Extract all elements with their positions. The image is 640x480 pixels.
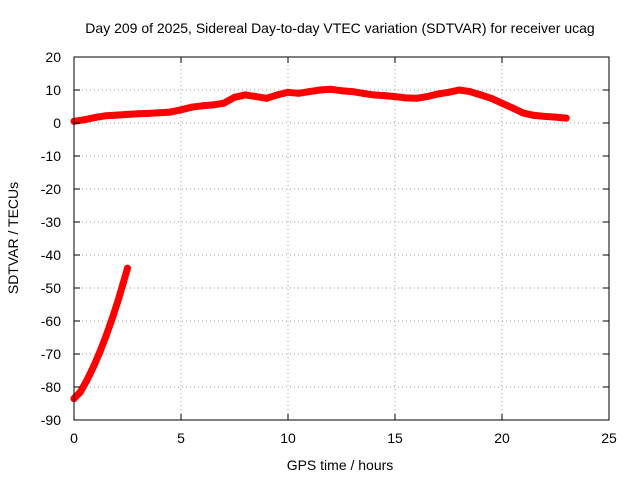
data-point	[89, 363, 97, 371]
y-tick-label: -10	[41, 148, 61, 164]
data-point	[76, 388, 84, 396]
data-point	[177, 106, 185, 114]
data-point	[96, 348, 104, 356]
data-point	[380, 92, 388, 100]
series-line-early-trace	[70, 264, 131, 403]
data-point	[241, 91, 249, 99]
data-point	[487, 94, 495, 102]
data-point	[102, 112, 110, 120]
x-axis-label: GPS time / hours	[287, 457, 394, 473]
grid	[74, 57, 609, 420]
data-point	[327, 85, 335, 93]
data-point	[231, 93, 238, 101]
data-point	[434, 90, 442, 98]
data-point	[119, 279, 127, 287]
plot-border	[73, 56, 610, 421]
data-point	[102, 332, 110, 340]
y-tick-label: -20	[41, 181, 61, 197]
data-point	[113, 111, 121, 119]
data-point	[81, 116, 89, 124]
data-point	[188, 103, 196, 111]
data-point	[541, 112, 549, 120]
data-point	[145, 109, 153, 117]
data-point	[273, 91, 281, 99]
data-point	[402, 94, 410, 102]
data-point	[509, 104, 517, 112]
data-point	[530, 111, 538, 119]
y-axis-label: SDTVAR / TECUs	[5, 182, 21, 294]
x-tick-label: 10	[280, 430, 296, 446]
data-point	[519, 109, 527, 117]
x-tick-label: 15	[387, 430, 403, 446]
data-point	[198, 102, 206, 110]
data-point	[166, 108, 174, 116]
data-point	[412, 94, 420, 102]
data-point	[445, 88, 452, 96]
data-point	[134, 110, 142, 118]
data-point	[359, 89, 367, 97]
data-point	[348, 88, 356, 96]
data-point	[498, 99, 506, 107]
y-tick-label: -60	[41, 313, 61, 329]
data-point	[124, 264, 131, 272]
data-point	[220, 99, 228, 107]
y-tick-label: 0	[53, 115, 61, 131]
data-point	[263, 94, 271, 102]
y-tick-label: -70	[41, 346, 61, 362]
x-tick-label: 25	[601, 430, 617, 446]
y-tick-label: -80	[41, 379, 61, 395]
data-point	[284, 88, 292, 96]
y-tick-label: -50	[41, 280, 61, 296]
data-point	[477, 91, 485, 99]
data-point	[552, 113, 559, 121]
y-tick-label: -90	[41, 412, 61, 428]
data-point	[209, 101, 217, 109]
y-tick-label: 10	[45, 82, 61, 98]
y-tick-label: -40	[41, 247, 61, 263]
data-point	[455, 86, 463, 94]
data-point	[83, 376, 91, 384]
y-tick-label: -30	[41, 214, 61, 230]
data-point	[109, 314, 116, 322]
x-tick-label: 5	[177, 430, 185, 446]
y-tick-label: 20	[45, 49, 61, 65]
chart-title: Day 209 of 2025, Sidereal Day-to-day VTE…	[85, 20, 594, 36]
data-point	[305, 88, 313, 96]
data-point	[316, 86, 324, 94]
data-point	[156, 109, 164, 117]
data-point	[466, 88, 474, 96]
x-tick-label: 0	[70, 430, 78, 446]
data-point	[423, 93, 431, 101]
data-point	[295, 89, 303, 97]
data-point	[370, 91, 378, 99]
data-point	[338, 87, 345, 95]
ticks: 0 5 10 15 20 25 -90 -80 -70 -60 -50 -40 -30 -20 -10 0 10…	[41, 49, 617, 446]
data-point	[562, 114, 570, 122]
data-point	[91, 113, 99, 121]
series	[70, 85, 570, 403]
data-point	[124, 110, 131, 118]
data-point	[115, 294, 123, 302]
data-point	[252, 93, 260, 101]
data-point	[391, 93, 399, 101]
x-tick-label: 20	[494, 430, 510, 446]
